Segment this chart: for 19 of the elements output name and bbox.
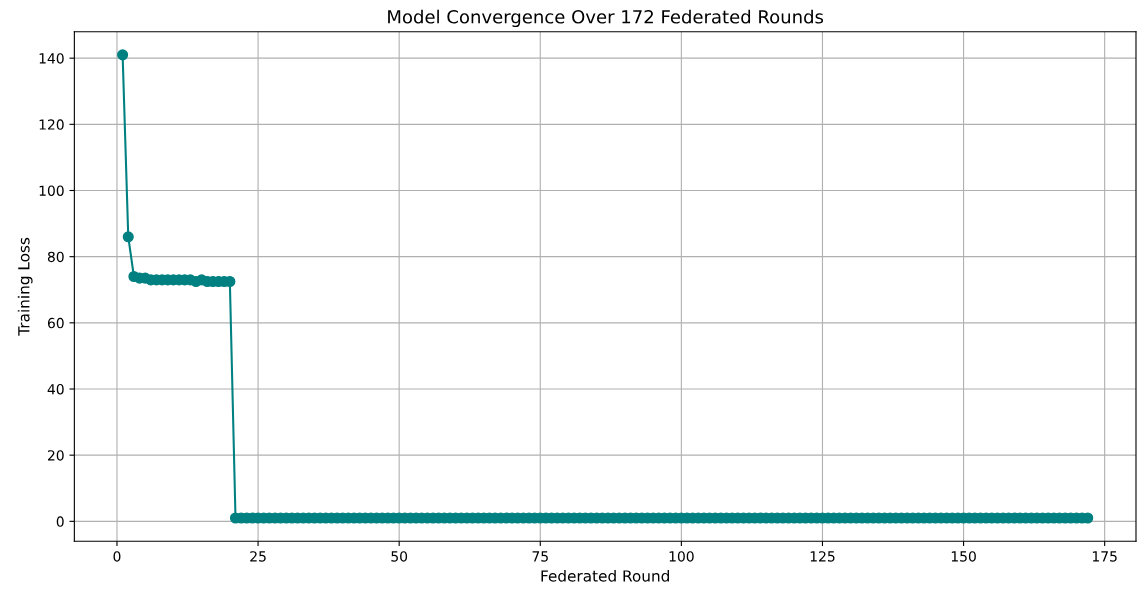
y-tick-label: 100 [39, 185, 64, 196]
x-axis-title: Federated Round [541, 569, 669, 582]
x-tick-label: 75 [532, 551, 548, 562]
x-tick-label: 125 [810, 551, 835, 562]
y-axis-title: Training Loss [17, 237, 33, 336]
x-tick-label: 50 [391, 551, 408, 562]
y-tick-label: 120 [39, 119, 64, 130]
x-tick-label: 100 [669, 551, 694, 562]
y-tick-label: 40 [47, 383, 64, 395]
x-tick-label: 175 [1092, 551, 1117, 562]
x-tick-label: 150 [951, 551, 976, 562]
y-tick-label: 80 [47, 251, 64, 263]
y-tick-label: 60 [47, 317, 64, 329]
x-tick-label: 25 [250, 551, 266, 562]
chart-title: Model Convergence Over 172 Federated Rounds [388, 9, 824, 28]
y-tick-label: 0 [56, 516, 64, 527]
y-tick-label: 140 [39, 53, 64, 64]
y-tick-label: 20 [47, 450, 64, 461]
x-tick-label: 0 [113, 551, 121, 562]
